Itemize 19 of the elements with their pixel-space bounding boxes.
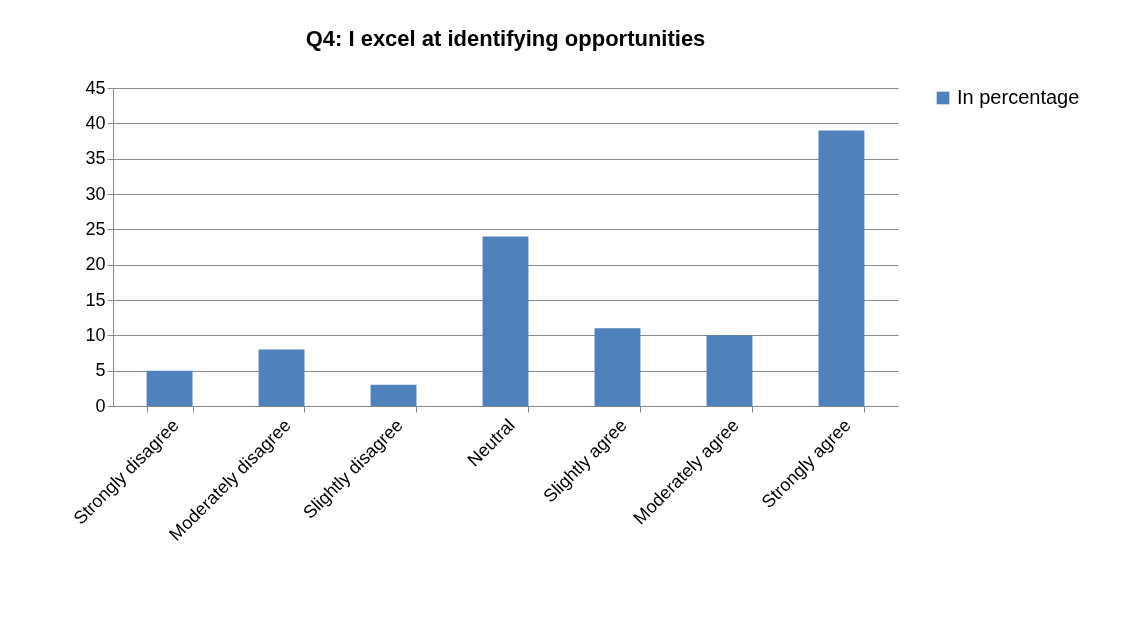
- y-tick-label: 30: [85, 183, 106, 204]
- y-tick-label: 45: [85, 77, 106, 98]
- bar: [146, 370, 193, 406]
- bar: [818, 130, 865, 406]
- chart-title: Q4: I excel at identifying opportunities: [305, 26, 706, 51]
- y-tick-label: 20: [85, 254, 106, 275]
- y-tick-label: 40: [85, 112, 106, 133]
- bar: [258, 349, 305, 406]
- y-tick-label: 35: [85, 148, 106, 169]
- y-tick-label: 25: [85, 218, 106, 239]
- y-tick-label: 5: [95, 360, 106, 381]
- bar: [370, 384, 417, 406]
- bar: [706, 335, 753, 406]
- y-tick-label: 15: [85, 289, 106, 310]
- y-tick-label: 0: [95, 395, 106, 416]
- legend-label: In percentage: [957, 86, 1080, 108]
- y-tick-label: 10: [85, 324, 106, 345]
- bar: [482, 236, 529, 406]
- bar: [594, 328, 641, 406]
